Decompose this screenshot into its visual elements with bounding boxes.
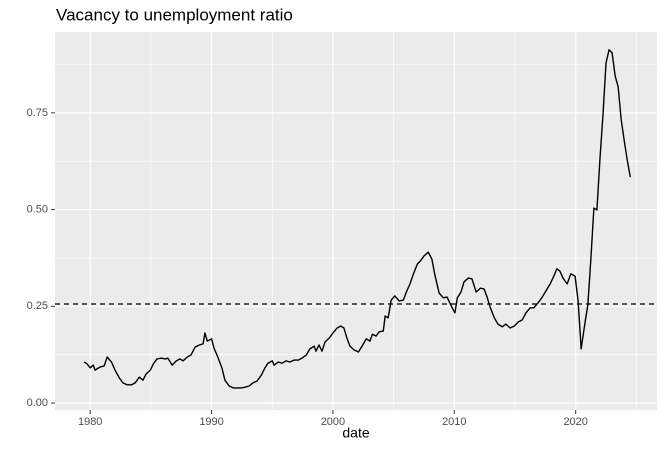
y-tick-label: 0.75: [27, 107, 48, 119]
x-tick-label: 1990: [199, 416, 223, 428]
chart-title: Vacancy to unemployment ratio: [56, 5, 293, 24]
plot-panel: [55, 32, 657, 410]
x-tick-label: 2010: [442, 416, 466, 428]
x-tick-label: 2000: [321, 416, 345, 428]
y-tick-label: 0.50: [27, 203, 48, 215]
y-tick-label: 0.25: [27, 300, 48, 312]
x-tick-label: 1980: [78, 416, 102, 428]
x-tick-label: 2020: [563, 416, 587, 428]
data-line: [83, 49, 631, 389]
x-axis-label: date: [342, 425, 369, 441]
y-tick-label: 0.00: [27, 397, 48, 409]
